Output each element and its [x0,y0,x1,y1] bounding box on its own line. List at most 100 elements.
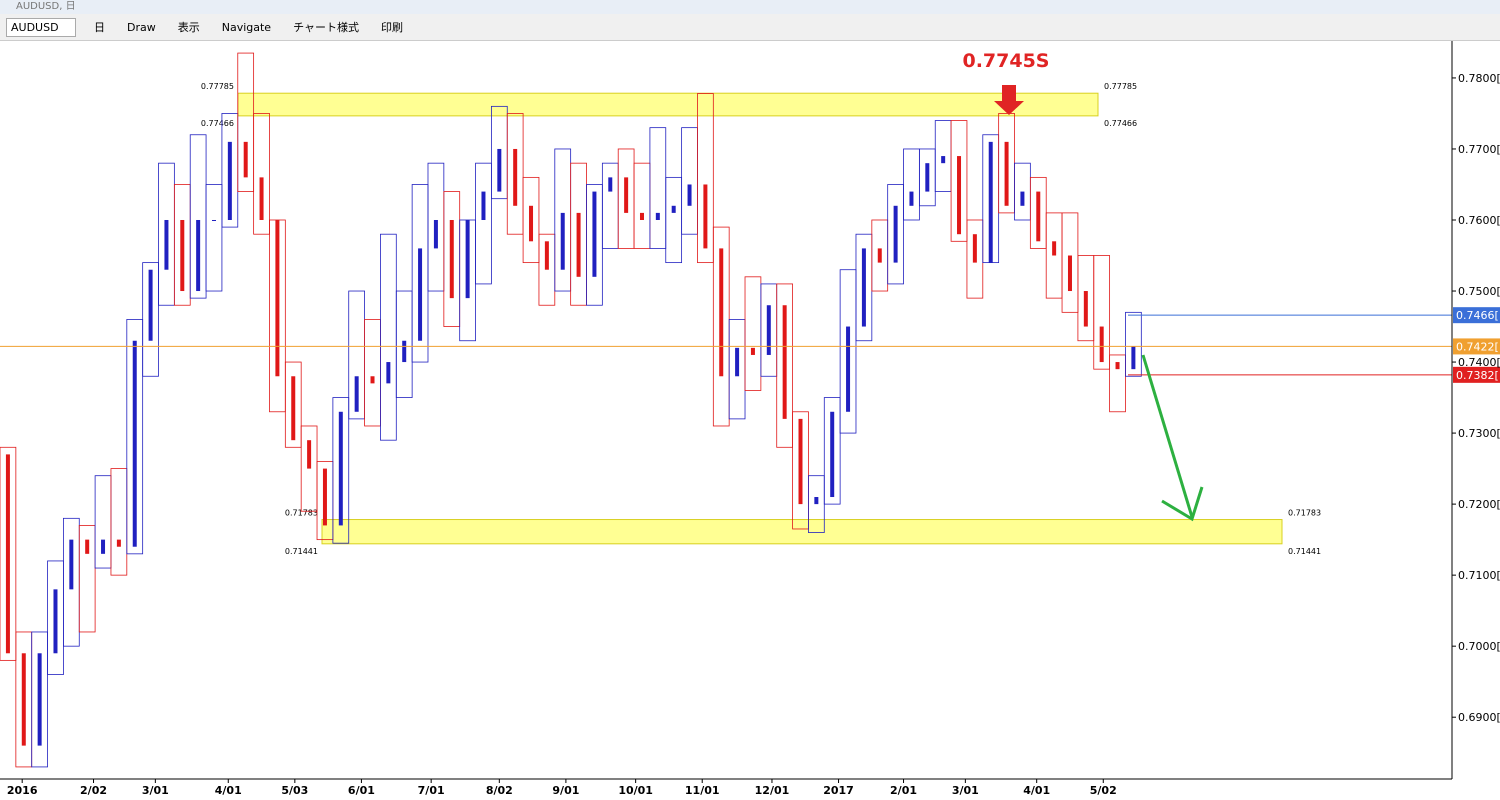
candle-body [53,589,58,654]
range-box [776,283,793,448]
candle-body [1004,141,1009,206]
y-tick-label: 0.7200[0 [1458,498,1500,511]
range-box [633,162,651,249]
y-tick-label: 0.7100[0 [1458,569,1500,582]
candle-body [449,219,454,299]
candle-body [116,539,121,547]
candle-body [608,177,613,192]
candle-body [148,269,153,341]
zone [237,92,1099,117]
range-box [475,162,492,285]
x-tick-label: 4/01 [1023,784,1050,797]
toolbar-item[interactable]: Draw [127,20,156,34]
candle-body [132,340,137,547]
window-title: AUDUSD, 日 [16,1,76,12]
candle-body [750,347,755,355]
range-box [506,113,524,235]
x-tick-label: 6/01 [348,784,375,797]
candle-body [957,156,962,235]
range-box [205,184,223,292]
price-tag-label: 0.7382[ [1456,369,1499,382]
zone [321,519,1283,545]
candle-body [941,156,946,164]
symbol-box[interactable]: AUDUSD [6,17,76,37]
candle-body [909,191,914,206]
candle-body [211,219,216,221]
price-tag-label: 0.7466[ [1456,309,1499,322]
candle-body [465,219,470,299]
range-box [934,120,952,192]
range-box [1093,255,1111,370]
candle-body [719,248,724,377]
y-tick-label: 0.7000[0 [1458,640,1500,653]
toolbar-item[interactable]: 印刷 [380,21,403,34]
x-tick-label: 5/03 [281,784,308,797]
candle-body [307,440,312,469]
range-box [253,113,270,235]
toolbar-item[interactable]: 表示 [177,21,200,34]
range-box [126,319,144,555]
range-box [792,411,809,530]
candle-body [21,653,26,746]
x-tick-label: 11/01 [685,784,720,797]
candle-body [1067,255,1072,292]
candle-body [560,212,565,270]
toolbar-item[interactable]: 日 [94,21,105,34]
zone-label: 0.77466 [201,119,234,128]
candle-body [639,212,644,220]
candle-body [703,184,708,249]
candle-body [164,219,169,270]
candle-body [370,376,375,384]
price-tag [1453,366,1500,383]
x-tick-label: 3/01 [142,784,169,797]
zone-label: 0.71783 [1288,509,1321,518]
toolbar: AUDUSD 日 Draw 表示 Navigate チャート様式 印刷 [0,14,1500,41]
price-tag [1453,307,1500,324]
x-tick-label: 2016 [7,784,38,797]
range-box [94,475,112,569]
toolbar-item[interactable]: Navigate [221,20,272,34]
price-tag [1453,338,1500,355]
candle-body [814,497,819,505]
candle-body [925,163,930,192]
candle-body [85,539,90,554]
candle-body [275,219,280,377]
x-tick-label: 9/01 [552,784,579,797]
range-box [839,269,857,434]
toolbar-item[interactable]: チャート様式 [293,21,359,34]
candle-body [671,205,676,213]
candle-body [529,205,534,242]
candle-body [861,248,866,327]
zone-label: 0.77466 [1104,119,1137,128]
x-tick-label: 4/01 [215,784,242,797]
zone-label: 0.77785 [1104,82,1137,91]
y-tick-label: 0.6900[0 [1458,711,1500,724]
range-box [332,397,350,544]
zone-label: 0.71441 [285,547,318,556]
candle-body [735,347,740,377]
zone-label: 0.71441 [1288,547,1321,556]
range-box [1125,311,1142,377]
annotation: 0.7745S [962,50,1049,72]
chart: 0.77785 0.77785 0.77466 0.77466 0.71783 0.717… [0,41,1500,797]
candle-body [101,539,106,554]
candle-body [544,241,549,270]
range-box [665,176,683,264]
y-tick-label: 0.7500[0 [1458,285,1500,298]
y-tick-label: 0.7600[0 [1458,214,1500,227]
x-tick-label: 7/01 [418,784,445,797]
y-tick-label: 0.7300[0 [1458,427,1500,440]
candle-body [766,305,771,355]
title-bar: AUDUSD, 日 [0,0,1500,14]
candle-body [1020,191,1025,206]
range-box [1109,354,1126,413]
down-arrow [994,85,1024,115]
range-box [950,120,968,242]
candle-body [655,212,660,220]
price-tag-label: 0.7422[ [1456,340,1499,353]
x-tick-label: 12/01 [755,784,790,797]
candle-body [1083,291,1088,327]
range-box [697,93,714,264]
y-tick-label: 0.7400[0 [1458,356,1500,369]
